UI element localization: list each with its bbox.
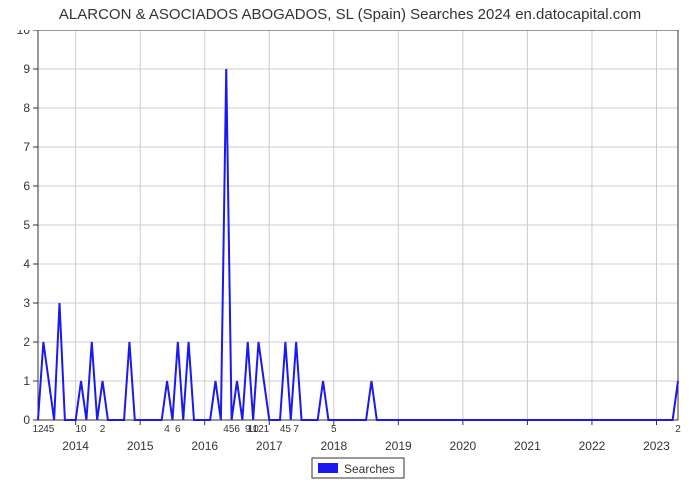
- chart-title: ALARCON & ASOCIADOS ABOGADOS, SL (Spain)…: [0, 6, 700, 23]
- svg-text:10: 10: [75, 424, 87, 435]
- svg-text:2016: 2016: [191, 439, 218, 453]
- svg-text:8: 8: [23, 101, 30, 115]
- svg-text:2017: 2017: [256, 439, 283, 453]
- svg-text:4: 4: [23, 257, 30, 271]
- svg-text:0: 0: [23, 413, 30, 427]
- svg-text:2: 2: [100, 424, 106, 435]
- svg-text:1: 1: [23, 374, 30, 388]
- svg-text:45: 45: [43, 424, 55, 435]
- line-chart: 0123456789102014201520162017201820192020…: [0, 30, 700, 500]
- svg-text:2015: 2015: [127, 439, 154, 453]
- svg-text:4: 4: [164, 424, 170, 435]
- svg-text:7: 7: [293, 424, 299, 435]
- svg-text:9: 9: [23, 62, 30, 76]
- svg-text:7: 7: [23, 140, 30, 154]
- svg-text:45: 45: [280, 424, 292, 435]
- chart-container: ALARCON & ASOCIADOS ABOGADOS, SL (Spain)…: [0, 0, 700, 500]
- svg-text:456: 456: [223, 424, 240, 435]
- svg-text:2: 2: [23, 335, 30, 349]
- svg-text:2: 2: [675, 424, 681, 435]
- svg-text:2021: 2021: [514, 439, 541, 453]
- svg-text:2014: 2014: [62, 439, 89, 453]
- svg-text:1121: 1121: [248, 424, 270, 435]
- svg-text:10: 10: [17, 30, 31, 37]
- svg-text:6: 6: [23, 179, 30, 193]
- svg-text:6: 6: [175, 424, 181, 435]
- svg-text:2019: 2019: [385, 439, 412, 453]
- svg-text:2022: 2022: [579, 439, 606, 453]
- svg-text:5: 5: [331, 424, 337, 435]
- svg-text:2020: 2020: [450, 439, 477, 453]
- svg-text:Searches: Searches: [344, 462, 395, 476]
- svg-text:2018: 2018: [320, 439, 347, 453]
- svg-text:3: 3: [23, 296, 30, 310]
- svg-text:5: 5: [23, 218, 30, 232]
- svg-text:2023: 2023: [643, 439, 670, 453]
